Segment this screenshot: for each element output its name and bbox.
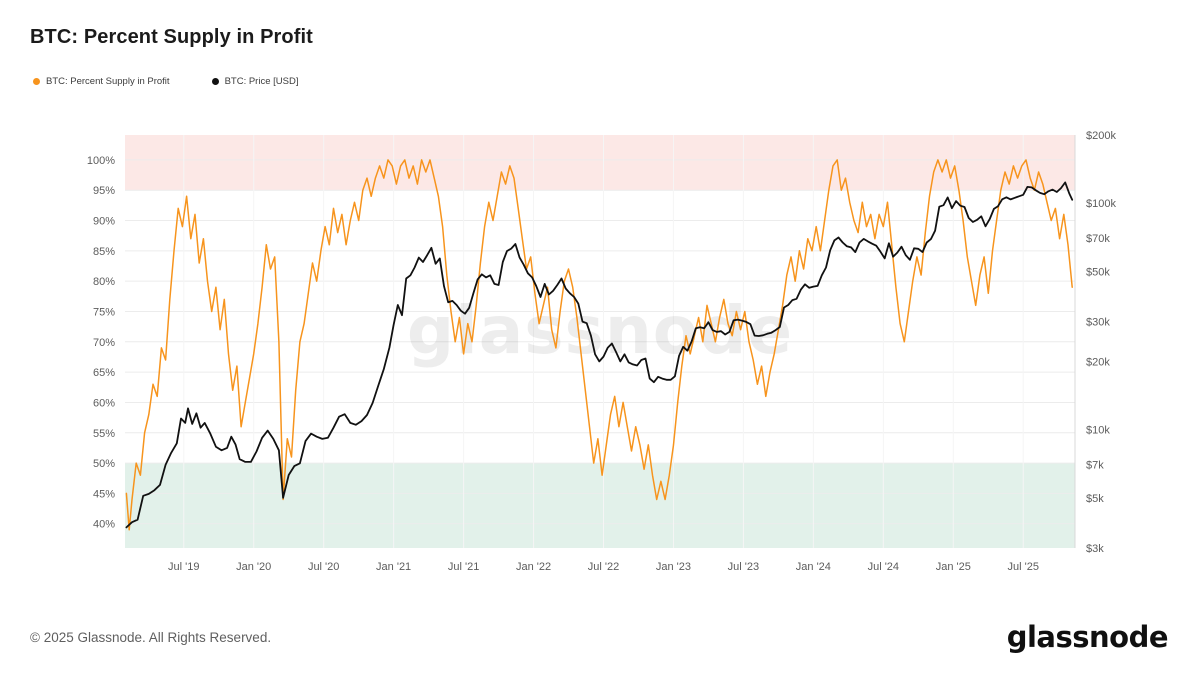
x-axis-tick-label: Jan '20 [236, 561, 271, 573]
chart-area[interactable]: glassnode 40% 45% 50% 55% 60% 65% 70% 75% 80% 85% 9… [0, 105, 1200, 595]
watermark: glassnode [407, 292, 793, 369]
y-axis-left-tick-label: 70% [93, 337, 115, 349]
y-axis-left-tick-label: 50% [93, 458, 115, 470]
y-axis-right-tick-label: $30k [1086, 317, 1110, 329]
legend-label: BTC: Price [USD] [224, 76, 299, 87]
y-axis-right-tick-label: $50k [1086, 266, 1110, 278]
high-profit-zone [125, 135, 1075, 191]
legend-label: BTC: Percent Supply in Profit [46, 76, 170, 87]
chart-legend: BTC: Percent Supply in Profit BTC: Price … [33, 76, 298, 87]
x-axis-tick-label: Jul '25 [1008, 561, 1039, 573]
x-axis-tick-label: Jul '21 [448, 561, 479, 573]
x-axis-tick-label: Jul '20 [308, 561, 339, 573]
legend-item-1[interactable]: BTC: Price [USD] [211, 76, 299, 87]
legend-dot-icon [33, 78, 40, 85]
x-axis-tick-label: Jul '19 [168, 561, 199, 573]
y-axis-left-tick-label: 45% [93, 488, 115, 500]
x-axis-tick-label: Jan '21 [376, 561, 411, 573]
x-axis-tick-label: Jan '22 [516, 561, 551, 573]
y-axis-right-tick-label: $200k [1086, 130, 1116, 142]
legend-dot-icon [211, 78, 219, 85]
y-axis-right-tick-label: $3k [1086, 543, 1104, 555]
y-axis-right-tick-label: $5k [1086, 493, 1104, 505]
price-series-line [125, 181, 1074, 529]
y-axis-right-tick-label: $70k [1086, 233, 1110, 245]
y-axis-right-tick-label: $100k [1086, 198, 1116, 210]
x-axis-tick-label: Jul '23 [728, 561, 759, 573]
y-axis-right-tick-label: $7k [1086, 460, 1104, 472]
low-profit-zone [125, 463, 1075, 548]
y-axis-right-tick-label: $20k [1086, 356, 1110, 368]
y-axis-left-tick-label: 90% [93, 216, 115, 228]
x-axis-tick-label: Jul '22 [588, 561, 619, 573]
y-axis-right-tick-label: $10k [1086, 425, 1110, 437]
copyright-text: © 2025 Glassnode. All Rights Reserved. [30, 630, 272, 645]
y-axis-left-tick-label: 100% [87, 155, 115, 167]
y-axis-left-tick-label: 85% [93, 246, 115, 258]
legend-item-0[interactable]: BTC: Percent Supply in Profit [33, 76, 170, 87]
x-axis-tick-label: Jan '23 [656, 561, 691, 573]
supply-in-profit-series-line [125, 159, 1073, 531]
y-axis-left-tick-label: 80% [93, 276, 115, 288]
x-axis-tick-label: Jul '24 [868, 561, 899, 573]
y-axis-left-tick-label: 55% [93, 428, 115, 440]
y-axis-left-tick-label: 65% [93, 367, 115, 379]
page-title: BTC: Percent Supply in Profit [30, 26, 313, 48]
y-axis-left-tick-label: 60% [93, 397, 115, 409]
glassnode-logo: glassnode [1006, 620, 1169, 654]
chart-svg[interactable]: glassnode 40% 45% 50% 55% 60% 65% 70% 75% 80% 85% 9… [0, 105, 1200, 595]
y-axis-left-tick-label: 95% [93, 185, 115, 197]
x-axis-tick-label: Jan '24 [796, 561, 831, 573]
y-axis-left-tick-label: 75% [93, 306, 115, 318]
y-axis-left-tick-label: 40% [93, 519, 115, 531]
x-axis-tick-label: Jan '25 [936, 561, 971, 573]
